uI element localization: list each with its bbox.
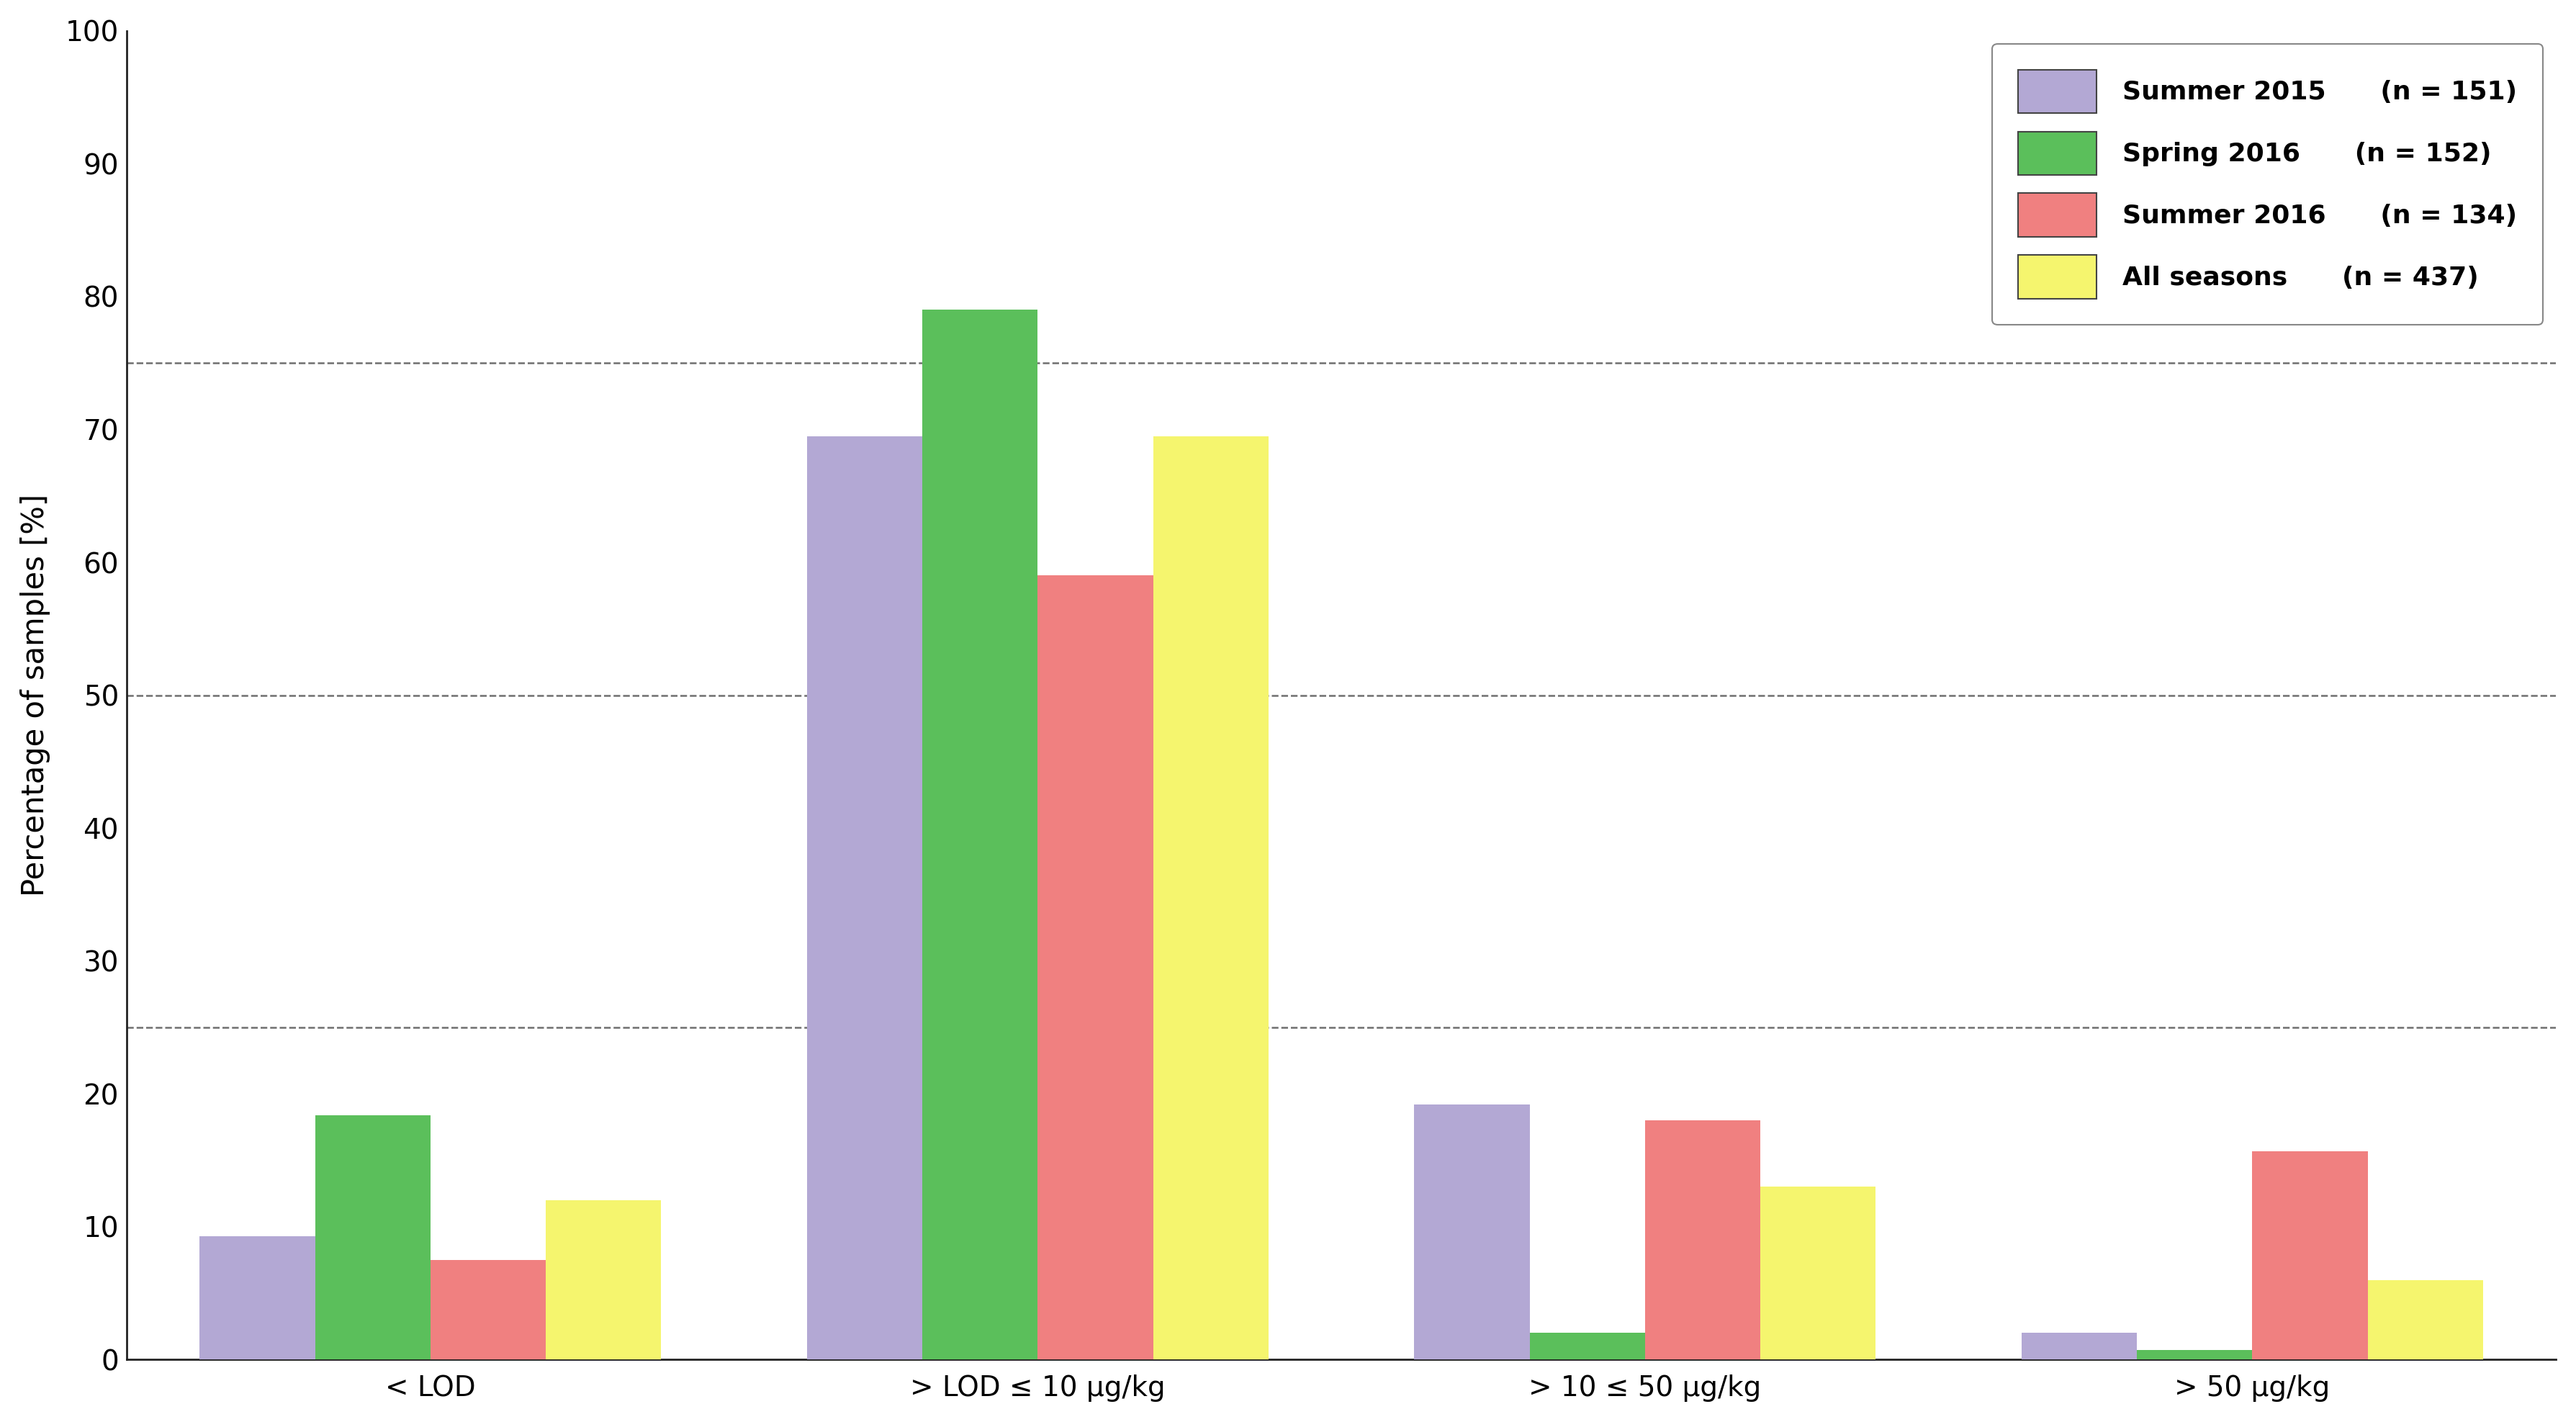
Bar xyxy=(2138,1351,2251,1359)
Bar xyxy=(2367,1280,2483,1359)
Bar xyxy=(1759,1187,1875,1359)
Bar xyxy=(546,1200,662,1359)
Bar xyxy=(1646,1121,1759,1359)
Bar xyxy=(1530,1332,1646,1359)
Bar xyxy=(806,437,922,1359)
Bar xyxy=(2022,1332,2138,1359)
Bar xyxy=(1414,1105,1530,1359)
Bar xyxy=(430,1260,546,1359)
Bar xyxy=(1154,437,1267,1359)
Bar xyxy=(922,310,1038,1359)
Bar xyxy=(1038,576,1154,1359)
Bar xyxy=(201,1236,314,1359)
Legend: Summer 2015      (n = 151), Spring 2016      (n = 152), Summer 2016      (n = 13: Summer 2015 (n = 151), Spring 2016 (n = … xyxy=(1991,44,2543,324)
Bar xyxy=(2251,1150,2367,1359)
Bar xyxy=(314,1115,430,1359)
Y-axis label: Percentage of samples [%]: Percentage of samples [%] xyxy=(21,493,52,896)
